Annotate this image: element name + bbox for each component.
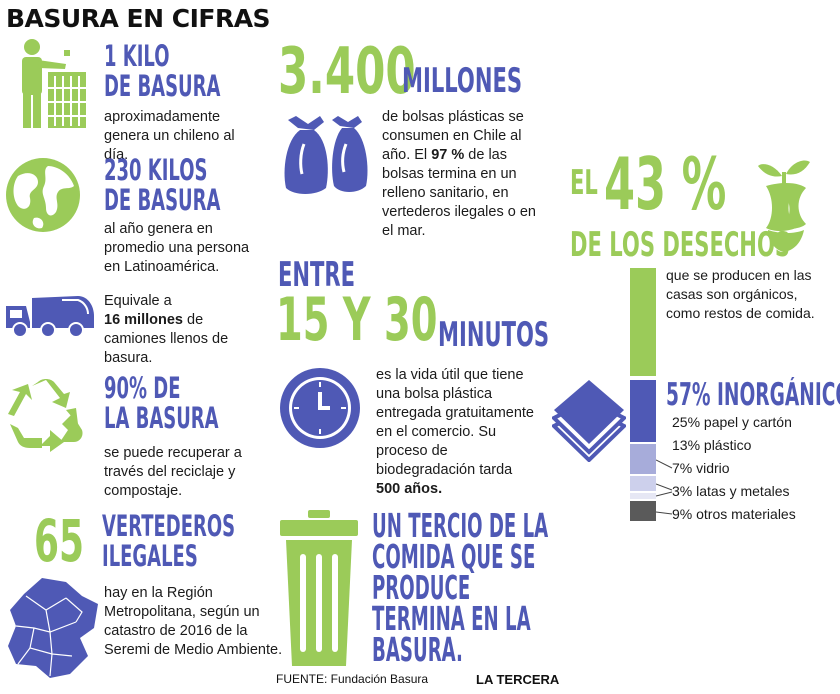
dumps-heading-2: ILEGALES [102,539,198,573]
segment-metals [630,493,656,499]
segment-plastic [630,444,656,474]
organic-bar [630,268,656,376]
stacked-paper-icon [552,380,626,462]
apple-core-icon [758,160,810,252]
minutes-unit: MINUTOS [438,315,550,355]
recycle-heading-2: LA BASURA [104,401,219,435]
trucks-post: de camiones llenos de basura. [104,312,229,366]
kilos230-text: al año genera en promedio una persona en… [104,221,250,275]
dumps-heading-1: VERTEDEROS [102,509,236,543]
minutes-text: es la vida útil que tiene una bolsa plás… [376,366,536,499]
minutes-bold: 500 años. [376,481,443,497]
third-food-block: UN TERCIO DE LA COMIDA QUE SE PRODUCE TE… [372,506,692,669]
kilos230-heading-2: DE BASURA [104,183,221,217]
bags-text-1: de bolsas plásticas se consumen en Chile… [382,109,524,163]
minutes-number: 15 Y 30 [276,285,438,355]
label-glass: 7% vidrio [672,460,730,476]
label-metals: 3% latas y metales [672,483,790,499]
minutes-text-1: es la vida útil que tiene una bolsa plás… [376,367,534,478]
garbage-truck-icon [6,296,94,338]
recycle-icon [8,379,83,452]
brand: LA TERCERA [476,672,560,687]
clock-icon [280,368,360,448]
trucks-text: Equivale a 16 millones de camiones lleno… [104,292,254,368]
source: FUENTE: Fundación Basura [276,672,429,686]
organic-text: que se producen en las casas son orgánic… [666,267,815,321]
recycle-heading-1: 90% DE [104,371,181,405]
bags-text: de bolsas plásticas se consumen en Chile… [382,108,546,241]
dumps-text: hay en la Región Metropolitana, según un… [104,585,283,658]
third-food-line-2: COMIDA QUE SE [372,537,536,576]
waste-percent: 43 % [604,142,727,226]
trucks-pre: Equivale a [104,293,172,309]
trash-can-icon [280,510,358,666]
trash-bags-icon [284,116,368,194]
label-paper: 25% papel y cartón [672,414,792,430]
segment-paper [630,380,656,442]
label-others: 9% otros materiales [672,506,796,522]
inorganic-heading: 57% INORGÁNICOS [666,377,840,413]
kilo-heading-1: 1 KILO [104,39,170,73]
trucks-bold: 16 millones [104,312,183,328]
trash-person-icon [22,39,86,128]
bags-text-2: de las bolsas termina en un relleno sani… [382,147,536,239]
kilos230-heading-1: 230 KILOS [104,153,208,187]
kilo-text: aproximadamente genera un chileno al día… [104,109,235,163]
minutes-pre: ENTRE [278,255,356,295]
dumps-number: 65 [34,507,85,575]
third-food-line-1: UN TERCIO DE LA [372,506,549,545]
page-title: BASURA EN CIFRAS [6,4,271,33]
third-food-line-4: TERMINA EN LA [372,599,531,638]
third-food-line-3: PRODUCE [372,568,471,607]
waste-el: EL [570,163,598,203]
recycle-text: se puede recuperar a través del reciclaj… [104,445,242,499]
segment-glass [630,476,656,491]
map-icon [8,578,98,678]
bags-unit: MILLONES [402,61,523,101]
bags-number: 3.400 [278,35,416,109]
globe-icon [6,158,80,232]
waste-subheading: DE LOS DESECHOS [570,225,791,265]
third-food-line-5: BASURA. [372,630,463,669]
kilo-heading-2: DE BASURA [104,69,221,103]
bags-bold: 97 % [431,147,465,163]
label-plastic: 13% plástico [672,437,752,453]
segment-others [630,501,656,521]
label-connectors [656,459,673,515]
